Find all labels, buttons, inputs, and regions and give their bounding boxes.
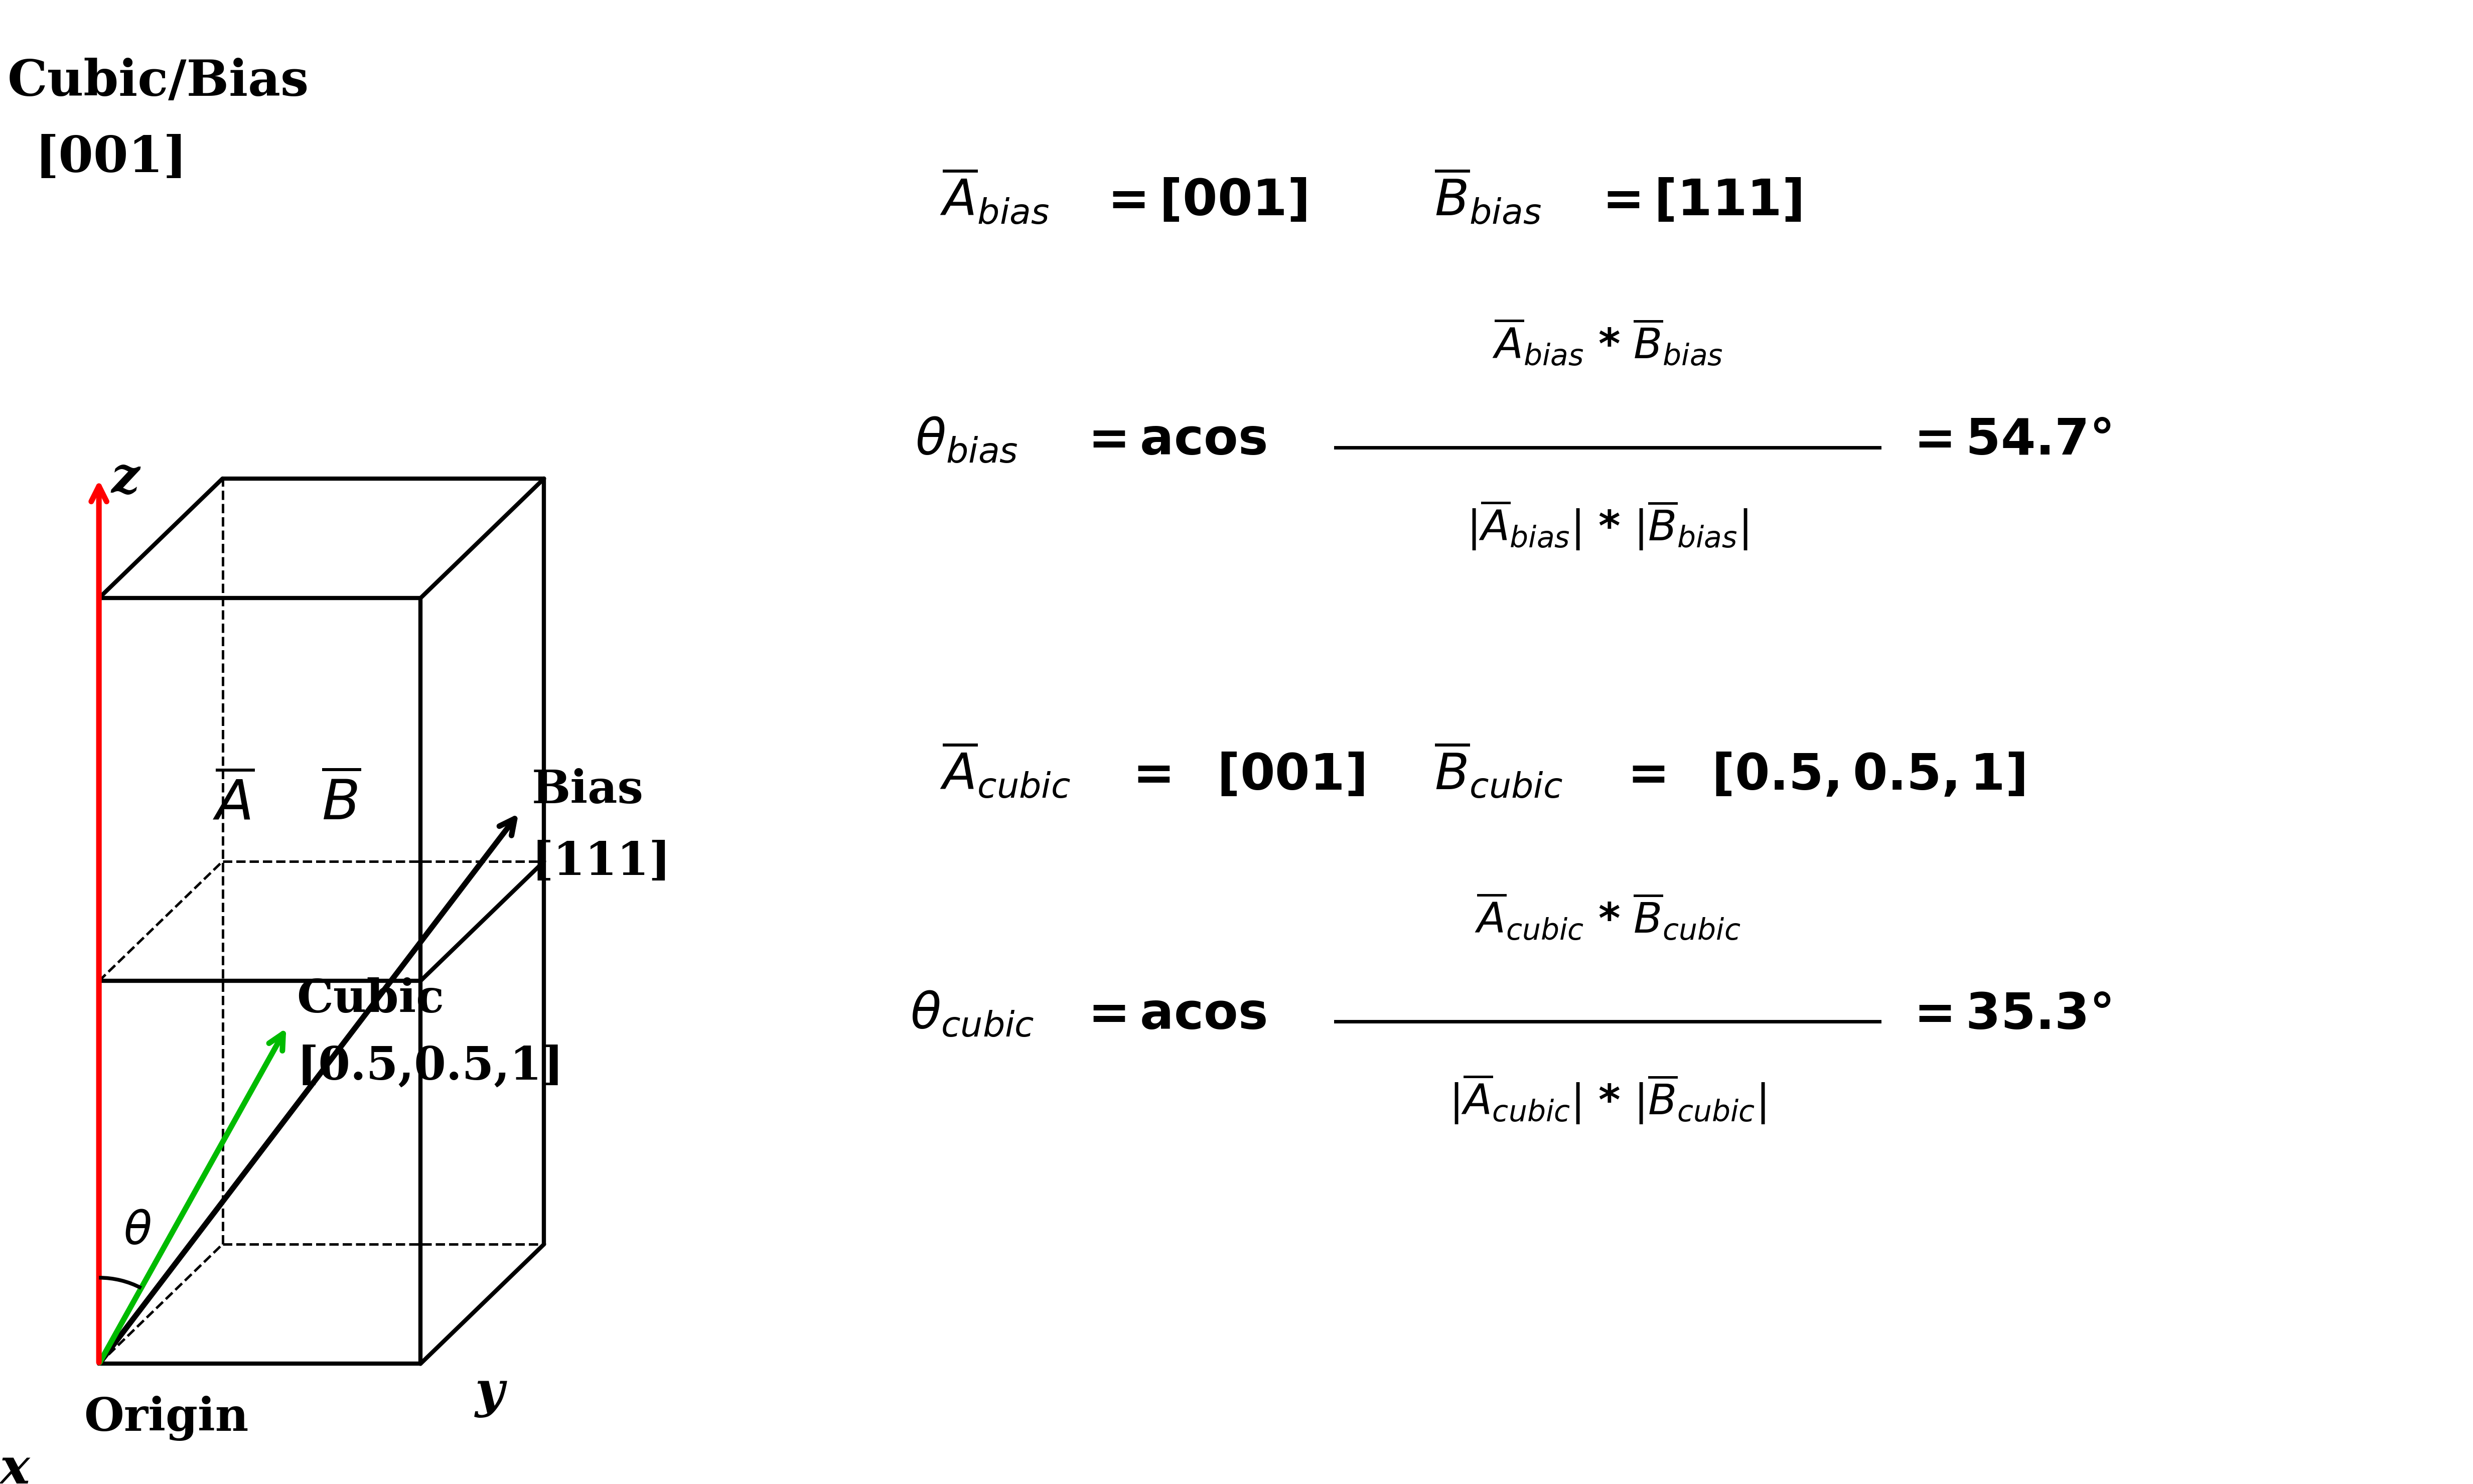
- Text: z: z: [111, 454, 141, 503]
- Text: $\theta_{cubic}$: $\theta_{cubic}$: [910, 990, 1034, 1039]
- Text: $\overline{B}_{bias}$: $\overline{B}_{bias}$: [1434, 166, 1541, 226]
- Text: Origin: Origin: [84, 1396, 250, 1441]
- Text: Cubic: Cubic: [297, 978, 445, 1022]
- Text: Bias: Bias: [532, 767, 643, 813]
- Text: Cubic/Bias: Cubic/Bias: [7, 58, 309, 107]
- Text: $\overline{A}_{cubic}\ \mathbf{*}\ \overline{B}_{cubic}$: $\overline{A}_{cubic}\ \mathbf{*}\ \over…: [1474, 890, 1741, 942]
- Text: $\overline{A}_{bias}\ \mathbf{*}\ \overline{B}_{bias}$: $\overline{A}_{bias}\ \mathbf{*}\ \overl…: [1491, 316, 1724, 368]
- Text: $\theta_{bias}$: $\theta_{bias}$: [915, 416, 1019, 464]
- Text: $\theta$: $\theta$: [124, 1209, 151, 1254]
- Text: $\mathbf{= [111]}$: $\mathbf{= [111]}$: [1593, 177, 1800, 226]
- Text: $\mathbf{= 35.3°}$: $\mathbf{= 35.3°}$: [1904, 991, 2112, 1039]
- Text: [001]: [001]: [35, 134, 188, 183]
- Text: $\overline{A}_{bias}$: $\overline{A}_{bias}$: [940, 166, 1049, 226]
- Text: $\mathbf{= [001]}$: $\mathbf{= [001]}$: [1098, 177, 1306, 226]
- Text: [111]: [111]: [532, 840, 670, 884]
- Text: x: x: [0, 1445, 30, 1484]
- Text: $|\overline{A}_{bias}|\ \mathbf{*}\ |\overline{B}_{bias}|$: $|\overline{A}_{bias}|\ \mathbf{*}\ |\ov…: [1466, 499, 1748, 552]
- Text: $\overline{A}_{cubic}$: $\overline{A}_{cubic}$: [940, 741, 1071, 800]
- Text: $\overline{B}_{cubic}$: $\overline{B}_{cubic}$: [1434, 741, 1563, 800]
- Text: $\mathbf{= acos}$: $\mathbf{= acos}$: [1078, 991, 1266, 1039]
- Text: $\mathbf{= 54.7°}$: $\mathbf{= 54.7°}$: [1904, 417, 2112, 464]
- Text: $|\overline{A}_{cubic}|\ \mathbf{*}\ |\overline{B}_{cubic}|$: $|\overline{A}_{cubic}|\ \mathbf{*}\ |\o…: [1449, 1073, 1766, 1126]
- Text: $\mathbf{=\ \ [0.5,0.5,1]}$: $\mathbf{=\ \ [0.5,0.5,1]}$: [1617, 751, 2025, 800]
- Text: $\mathbf{= acos}$: $\mathbf{= acos}$: [1078, 417, 1266, 464]
- Text: $\overline{A}$: $\overline{A}$: [213, 775, 255, 831]
- Text: y: y: [475, 1370, 504, 1417]
- Text: $\mathbf{=\ \ [001]}$: $\mathbf{=\ \ [001]}$: [1123, 751, 1365, 800]
- Text: $\overline{B}$: $\overline{B}$: [321, 775, 361, 831]
- Text: [0.5,0.5,1]: [0.5,0.5,1]: [297, 1045, 564, 1089]
